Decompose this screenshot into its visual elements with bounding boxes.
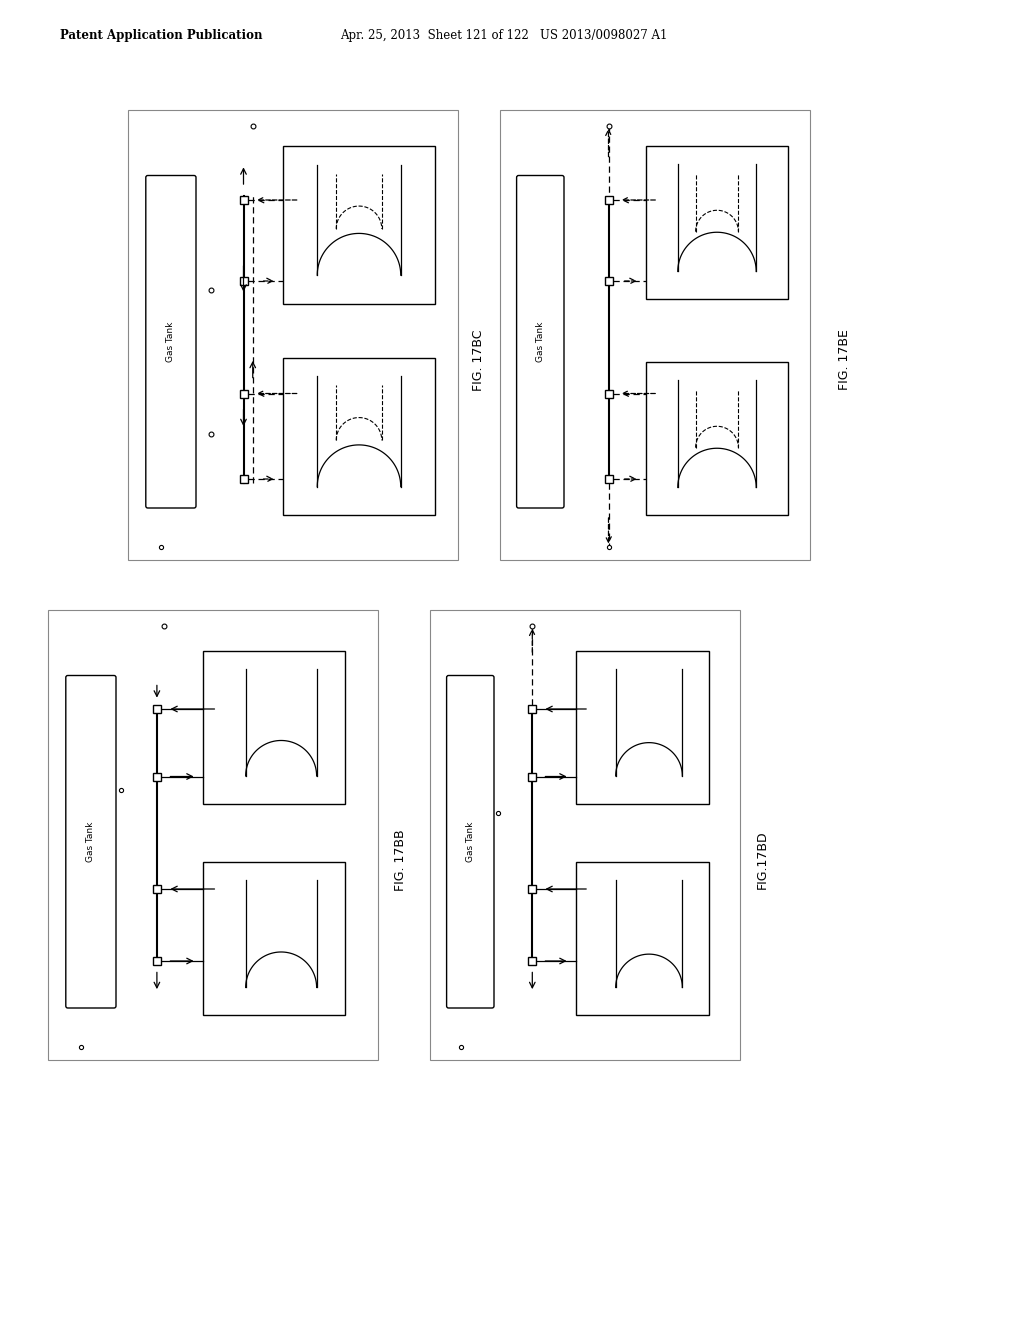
Bar <box>203 651 345 804</box>
Text: FIG. 17BB: FIG. 17BB <box>393 829 407 891</box>
Bar <box>283 358 435 515</box>
Bar <box>153 705 161 713</box>
Text: Gas Tank: Gas Tank <box>466 821 475 862</box>
FancyBboxPatch shape <box>66 676 116 1008</box>
Bar <box>240 475 248 483</box>
Bar <box>646 362 788 515</box>
Bar <box>240 195 248 205</box>
Bar <box>604 389 612 397</box>
Text: Patent Application Publication: Patent Application Publication <box>60 29 262 41</box>
Bar <box>575 651 709 804</box>
Bar <box>203 862 345 1015</box>
Bar <box>528 705 537 713</box>
Bar <box>575 862 709 1015</box>
Bar <box>528 957 537 965</box>
Bar <box>646 147 788 300</box>
Bar <box>528 772 537 780</box>
Bar <box>48 610 378 1060</box>
Text: FIG. 17BE: FIG. 17BE <box>839 330 852 391</box>
Bar <box>153 772 161 780</box>
Bar <box>240 389 248 397</box>
FancyBboxPatch shape <box>516 176 564 508</box>
Text: FIG.17BD: FIG.17BD <box>756 830 768 890</box>
Text: Gas Tank: Gas Tank <box>86 821 95 862</box>
Bar <box>528 884 537 894</box>
Bar <box>604 195 612 205</box>
Bar <box>128 110 458 560</box>
Bar <box>430 610 740 1060</box>
Text: FIG. 17BC: FIG. 17BC <box>471 329 484 391</box>
Text: Gas Tank: Gas Tank <box>166 322 175 362</box>
Bar <box>153 884 161 894</box>
Text: Gas Tank: Gas Tank <box>536 322 545 362</box>
Bar <box>500 110 810 560</box>
Bar <box>153 957 161 965</box>
Bar <box>604 277 612 285</box>
Bar <box>240 277 248 285</box>
Bar <box>283 147 435 304</box>
FancyBboxPatch shape <box>145 176 196 508</box>
Text: Apr. 25, 2013  Sheet 121 of 122   US 2013/0098027 A1: Apr. 25, 2013 Sheet 121 of 122 US 2013/0… <box>340 29 668 41</box>
FancyBboxPatch shape <box>446 676 494 1008</box>
Bar <box>604 475 612 483</box>
